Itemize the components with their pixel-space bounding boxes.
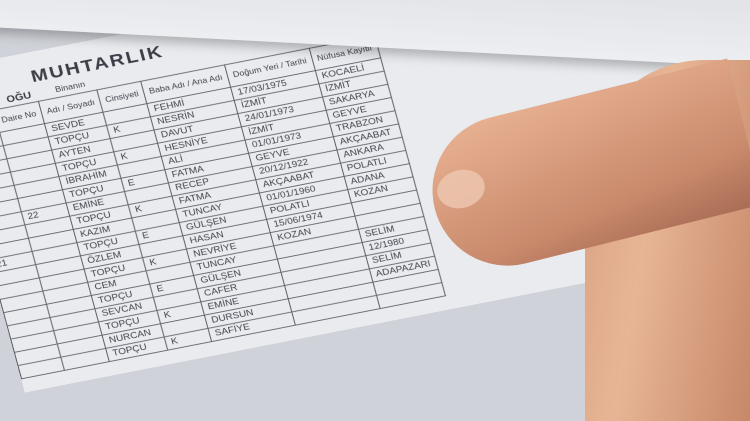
photo-scene: MUHTARLIK OĞU Binanın Kapı NoDaire NoAdı… bbox=[0, 0, 750, 421]
